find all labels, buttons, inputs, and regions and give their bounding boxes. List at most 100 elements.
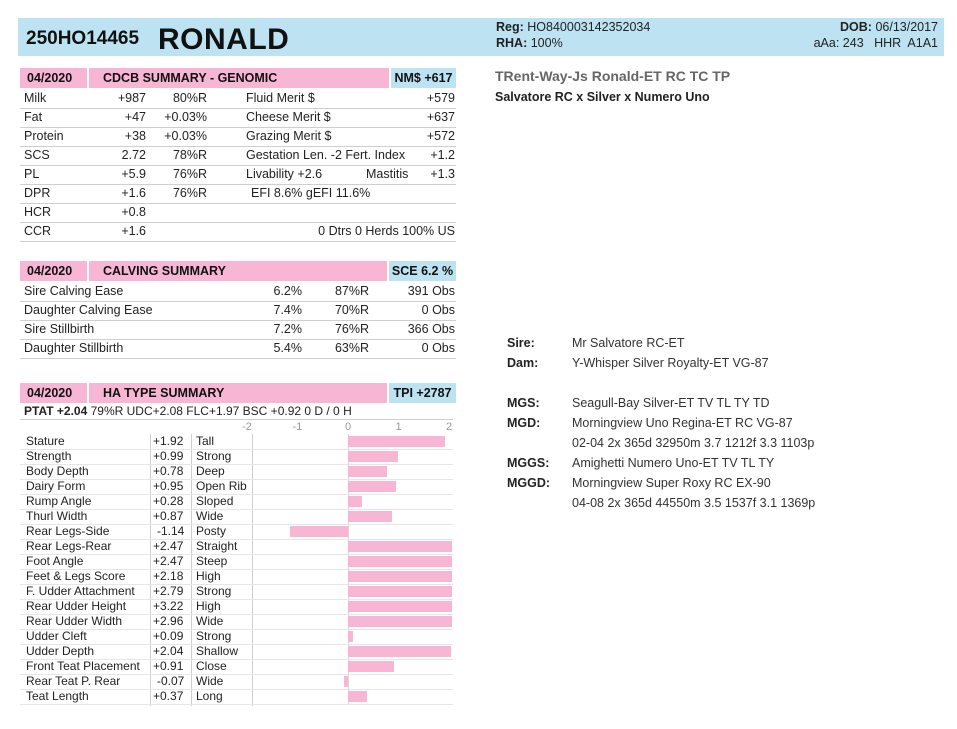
- type-trait-value: +2.18: [153, 569, 184, 583]
- calving-pct: 7.2%: [273, 322, 303, 336]
- type-trait-value: -0.07: [157, 674, 185, 688]
- scale-tick-label: 2: [445, 421, 453, 433]
- type-descriptor: Open Rib: [196, 479, 247, 493]
- type-trait-value: +0.28: [153, 494, 184, 508]
- reg-value: HO840003142352034: [527, 20, 651, 34]
- type-bar: [348, 481, 396, 492]
- trait-reliability: 78%R: [172, 148, 207, 162]
- cdcb-row: Fat +47 +0.03% Cheese Merit $ +637: [20, 108, 456, 128]
- type-row: Rear Legs-Rear +2.47 Straight: [20, 539, 453, 555]
- calving-label: Daughter Calving Ease: [24, 303, 153, 317]
- type-bar: [348, 436, 445, 447]
- full-registered-name: TRent-Way-Js Ronald-ET RC TC TP: [495, 68, 731, 84]
- trait-label: Protein: [24, 129, 64, 143]
- header-bar: 250HO14465 RONALD Reg: HO840003142352034…: [18, 18, 944, 56]
- type-descriptor: Sloped: [196, 494, 234, 508]
- type-trait-value: +0.37: [153, 689, 184, 703]
- type-row: F. Udder Attachment +2.79 Strong: [20, 584, 453, 600]
- calving-obs: 0 Obs: [421, 341, 455, 355]
- index-value: +572: [426, 129, 455, 143]
- type-trait-value: +0.09: [153, 629, 184, 643]
- trait-value: +38: [124, 129, 146, 143]
- type-trait-value: +2.47: [153, 539, 184, 553]
- type-trait-label: Stature: [26, 434, 65, 448]
- calving-rel: 76%R: [334, 322, 369, 336]
- type-trait-label: Rear Teat P. Rear: [26, 674, 121, 688]
- bull-name: RONALD: [158, 23, 290, 56]
- type-row: Front Teat Placement +0.91 Close: [20, 659, 453, 675]
- registration-number: 250HO14465: [26, 28, 140, 49]
- scale-tick-label: -2: [242, 421, 252, 433]
- type-trait-label: Thurl Width: [26, 509, 88, 523]
- pedigree-value: Y-Whisper Silver Royalty-ET VG-87: [572, 356, 769, 370]
- calving-label: Daughter Stillbirth: [24, 341, 124, 355]
- pedigree-label: MGGD:: [507, 476, 551, 490]
- type-descriptor: Shallow: [196, 644, 239, 658]
- trait-value: +1.6: [121, 186, 146, 200]
- type-descriptor: Straight: [196, 539, 238, 553]
- type-trait-value: +1.92: [153, 434, 184, 448]
- trait-reliability: +0.03%: [164, 110, 207, 124]
- pedigree-value: Mr Salvatore RC-ET: [572, 336, 685, 350]
- type-row: Rear Udder Width +2.96 Wide: [20, 614, 453, 630]
- index-label: Gestation Len. -2 Fert. Index: [246, 148, 406, 162]
- type-descriptor: Deep: [196, 464, 225, 478]
- index-value: +1.3: [430, 167, 455, 181]
- type-bar: [348, 646, 452, 657]
- trait-label: PL: [24, 167, 40, 181]
- index-value: +579: [426, 91, 455, 105]
- type-date: 04/2020: [20, 383, 87, 403]
- type-row: Rear Teat P. Rear -0.07 Wide: [20, 674, 453, 690]
- type-trait-value: +3.22: [153, 599, 184, 613]
- calving-label: Sire Stillbirth: [24, 322, 95, 336]
- calving-row: Daughter Calving Ease 7.4% 70%R 0 Obs: [20, 301, 456, 321]
- trait-reliability: 76%R: [172, 167, 207, 181]
- calving-rel: 63%R: [334, 341, 369, 355]
- type-bar: [348, 691, 367, 702]
- trait-value: +0.8: [121, 205, 146, 219]
- pedigree-value: Morningview Uno Regina-ET RC VG-87: [572, 416, 793, 430]
- type-descriptor: Strong: [196, 629, 232, 643]
- calving-row: Sire Stillbirth 7.2% 76%R 366 Obs: [20, 320, 456, 340]
- trait-reliability: 80%R: [172, 91, 207, 105]
- calving-label: Sire Calving Ease: [24, 284, 124, 298]
- type-row: Thurl Width +0.87 Wide: [20, 509, 453, 525]
- type-bar: [348, 616, 452, 627]
- type-trait-value: +2.04: [153, 644, 184, 658]
- calving-rel: 87%R: [334, 284, 369, 298]
- type-trait-label: Feet & Legs Score: [26, 569, 126, 583]
- calving-pct: 6.2%: [273, 284, 303, 298]
- trait-value: +5.9: [121, 167, 146, 181]
- type-trait-label: Strength: [26, 449, 72, 463]
- pedigree-value: Morningview Super Roxy RC EX-90: [572, 476, 771, 490]
- type-bar: [348, 586, 452, 597]
- rha-value: 100%: [530, 36, 563, 50]
- type-trait-label: Rump Angle: [26, 494, 92, 508]
- trait-value: +47: [124, 110, 146, 124]
- dob-label: DOB:: [840, 20, 872, 34]
- type-descriptor: Posty: [196, 524, 227, 538]
- type-trait-value: +2.79: [153, 584, 184, 598]
- type-bar: [348, 556, 452, 567]
- dob-value: 06/13/2017: [875, 20, 938, 34]
- calving-obs: 0 Obs: [421, 303, 455, 317]
- type-descriptor: Wide: [196, 509, 224, 523]
- calving-row: Sire Calving Ease 6.2% 87%R 391 Obs: [20, 282, 456, 302]
- type-descriptor: Strong: [196, 584, 232, 598]
- type-row: Foot Angle +2.47 Steep: [20, 554, 453, 570]
- type-row: Rump Angle +0.28 Sloped: [20, 494, 453, 510]
- sce-badge: SCE 6.2 %: [389, 261, 456, 281]
- calving-pct: 7.4%: [273, 303, 303, 317]
- index-value: 0 Dtrs 0 Herds 100% US: [318, 224, 455, 238]
- pedigree-label: MGS:: [507, 396, 540, 410]
- type-bar: [348, 571, 452, 582]
- index-label: Fluid Merit $: [246, 91, 315, 105]
- trait-value: +1.6: [121, 224, 146, 238]
- cdcb-row: HCR +0.8: [20, 203, 456, 223]
- type-descriptor: Strong: [196, 449, 232, 463]
- trait-reliability: +0.03%: [164, 129, 207, 143]
- type-bar: [348, 451, 398, 462]
- type-trait-label: Rear Udder Width: [26, 614, 123, 628]
- pedigree-value: Amighetti Numero Uno-ET TV TL TY: [572, 456, 775, 470]
- type-trait-label: F. Udder Attachment: [26, 584, 135, 598]
